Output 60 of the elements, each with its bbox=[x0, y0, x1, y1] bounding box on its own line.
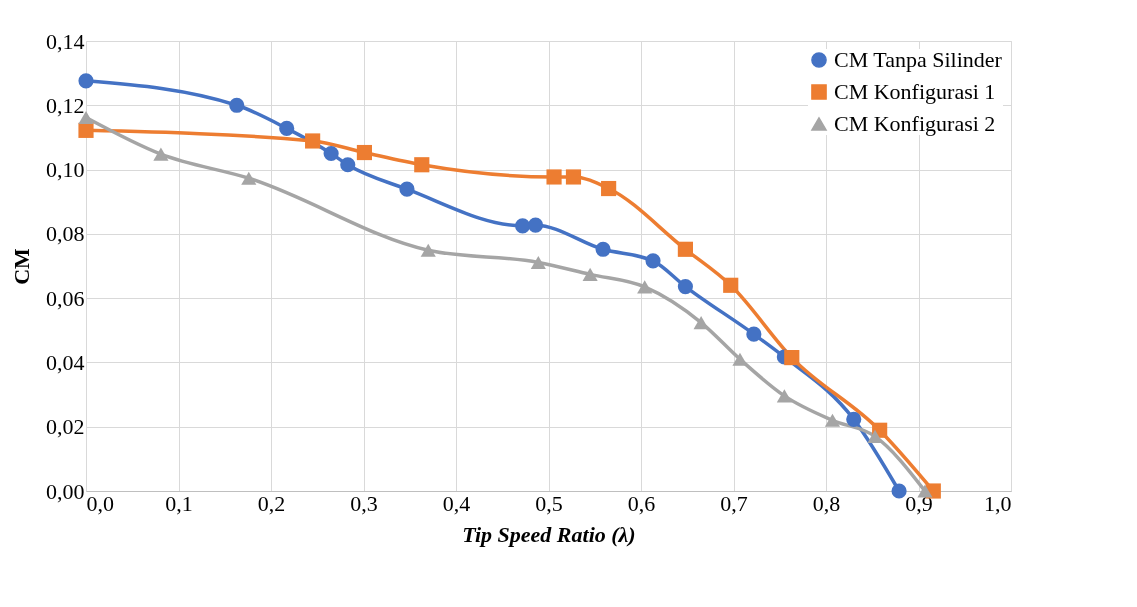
y-tick-label: 0,02 bbox=[46, 414, 85, 440]
point bbox=[595, 241, 611, 257]
x-tick-label: 0,4 bbox=[442, 490, 471, 516]
point bbox=[153, 147, 169, 161]
legend-label: CM Tanpa Silinder bbox=[834, 47, 1003, 72]
point bbox=[693, 316, 709, 330]
point bbox=[305, 133, 321, 149]
point bbox=[356, 144, 373, 161]
y-tick-label: 0,14 bbox=[46, 28, 85, 54]
y-tick-label: 0,04 bbox=[46, 349, 85, 375]
point bbox=[399, 181, 415, 197]
point bbox=[677, 241, 693, 257]
y-tick-label: 0,12 bbox=[46, 92, 85, 118]
point bbox=[846, 411, 862, 427]
x-tick-label: 0,0 bbox=[86, 490, 114, 516]
x-tick-label: 0,8 bbox=[812, 490, 841, 516]
point bbox=[546, 169, 562, 185]
point bbox=[601, 180, 617, 197]
point bbox=[677, 279, 693, 295]
point bbox=[582, 267, 598, 281]
x-tick-label: 0,1 bbox=[165, 490, 193, 516]
x-tick-label: 0,6 bbox=[627, 490, 656, 516]
x-tick-label: 1,0 bbox=[984, 490, 1012, 516]
point bbox=[241, 171, 257, 185]
x-tick-label: 0,9 bbox=[905, 490, 933, 516]
x-axis-title: Tip Speed Ratio (λ) bbox=[462, 521, 636, 547]
x-tick-label: 0,7 bbox=[720, 490, 748, 516]
point bbox=[723, 277, 739, 293]
point bbox=[637, 280, 653, 294]
x-tick-label: 0,2 bbox=[257, 490, 286, 516]
point bbox=[420, 243, 436, 257]
point bbox=[784, 350, 800, 366]
point bbox=[645, 253, 661, 269]
point bbox=[515, 218, 531, 234]
y-tick-label: 0,06 bbox=[46, 285, 85, 311]
y-axis-title: CM bbox=[9, 247, 34, 285]
y-tick-label: 0,10 bbox=[46, 157, 85, 183]
point bbox=[527, 217, 544, 233]
point bbox=[891, 483, 907, 499]
point bbox=[340, 157, 356, 173]
x-tick-label: 0,3 bbox=[350, 490, 378, 516]
point bbox=[776, 389, 792, 403]
point bbox=[824, 413, 841, 427]
point bbox=[530, 255, 546, 270]
point bbox=[78, 122, 94, 138]
legend-label: CM Konfigurasi 1 bbox=[834, 79, 996, 104]
point bbox=[414, 157, 430, 173]
legend-label: CM Konfigurasi 2 bbox=[834, 111, 996, 136]
point bbox=[917, 484, 933, 498]
point bbox=[229, 97, 245, 113]
point bbox=[732, 352, 748, 366]
y-tick-label: 0,08 bbox=[46, 221, 85, 247]
point bbox=[565, 169, 582, 185]
point bbox=[746, 326, 762, 342]
x-tick-label: 0,5 bbox=[535, 490, 563, 516]
point bbox=[78, 73, 94, 89]
point bbox=[867, 429, 883, 443]
point bbox=[279, 120, 295, 136]
point bbox=[323, 145, 339, 162]
y-tick-label: 0,00 bbox=[46, 478, 85, 504]
